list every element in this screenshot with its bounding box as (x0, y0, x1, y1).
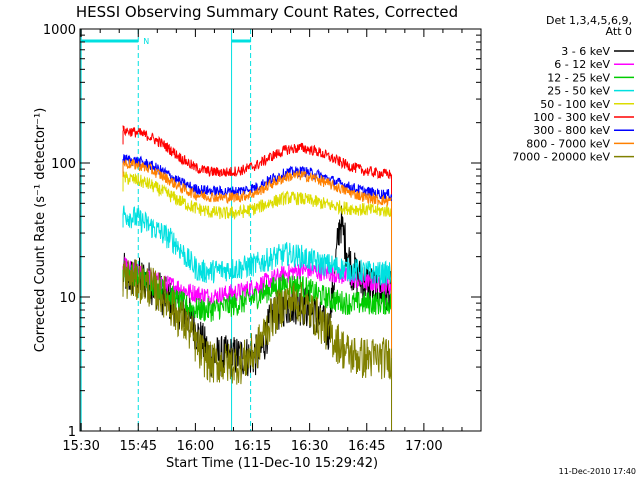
x-axis-label: Start Time (11-Dec-10 15:29:42) (166, 456, 378, 471)
y-tick-label-3: 1000 (43, 23, 76, 38)
series-8 (122, 259, 393, 431)
series-line-3 (122, 205, 392, 286)
legend-label-8: 7000 - 20000 keV (512, 151, 610, 164)
series-line-6 (122, 154, 392, 200)
axes: 15:30 15:45 16:00 16:15 16:30 16:45 17:00 1 10 10… (43, 23, 481, 454)
legend-label-1: 6 - 12 keV (554, 58, 610, 71)
x-tick-label-2: 16:00 (177, 439, 214, 454)
legend-label-3: 25 - 50 keV (547, 85, 610, 98)
series-3 (122, 205, 393, 431)
legend-label-7: 800 - 7000 keV (526, 137, 610, 150)
series-layer (122, 125, 393, 431)
series-line-1 (122, 256, 392, 307)
plot-frame (79, 28, 482, 432)
chart-title: HESSI Observing Summary Count Rates, Cor… (76, 3, 458, 21)
x-tick-label-6: 17:00 (405, 439, 442, 454)
y-tick-label-2: 100 (51, 157, 76, 172)
series-line-4 (122, 171, 392, 220)
series-line-5 (122, 125, 392, 180)
y-tick-label-0: 1 (68, 425, 76, 440)
x-tick-label-4: 16:30 (291, 439, 328, 454)
x-tick-label-0: 15:30 (62, 439, 99, 454)
legend-header-0: Det 1,3,4,5,6,9, (546, 14, 632, 27)
x-tick-label-3: 16:15 (234, 439, 271, 454)
legend-header-1: Att 0 (606, 25, 632, 38)
x-tick-label-1: 15:45 (120, 439, 157, 454)
timestamp: 11-Dec-2010 17:40 (559, 467, 636, 476)
legend-label-4: 50 - 100 keV (540, 98, 610, 111)
legend-label-2: 12 - 25 keV (547, 71, 610, 84)
series-line-7 (122, 159, 392, 208)
x-tick-label-5: 16:45 (348, 439, 385, 454)
night-annotation: N (143, 37, 149, 46)
y-tick-label-1: 10 (59, 291, 76, 306)
legend-label-6: 300 - 800 keV (533, 124, 610, 137)
y-axis-label: Corrected Count Rate (s⁻¹ detector⁻¹) (33, 108, 48, 353)
series-line-8 (122, 259, 392, 385)
legend-label-5: 100 - 300 keV (533, 111, 610, 124)
legend-label-0: 3 - 6 keV (561, 45, 610, 58)
night-markers: N (80, 29, 252, 431)
